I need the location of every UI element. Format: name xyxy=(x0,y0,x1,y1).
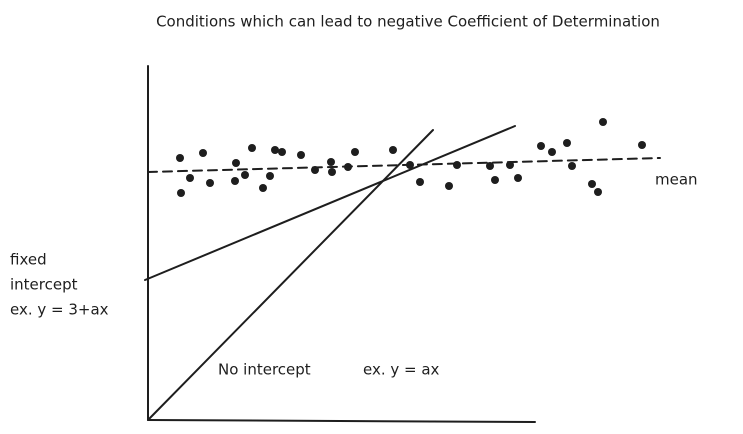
mean-label: mean xyxy=(655,171,698,189)
fixed-intercept-label: fixed xyxy=(10,251,47,269)
data-points xyxy=(176,118,646,197)
fixed-intercept-example: ex. y = 3+ax xyxy=(10,301,109,319)
no-intercept-label: No intercept xyxy=(218,361,311,379)
fixed-intercept-label: intercept xyxy=(10,276,78,294)
mean-line xyxy=(147,157,661,173)
no-intercept-line xyxy=(147,129,434,421)
no-intercept-example: ex. y = ax xyxy=(363,361,440,379)
title: Conditions which can lead to negative Co… xyxy=(156,13,660,31)
x-axis xyxy=(147,419,536,423)
fixed-intercept-line xyxy=(144,125,516,281)
